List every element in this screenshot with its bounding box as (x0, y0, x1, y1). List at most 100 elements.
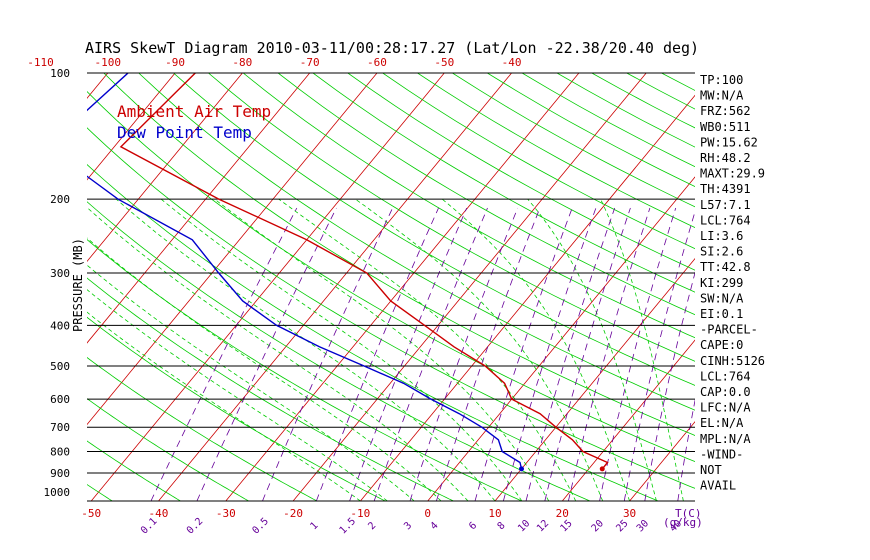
bottom-temperature-tick: -40 (149, 507, 169, 520)
dry-adiabat-line (138, 73, 695, 411)
mixing-ratio-label: 3 (402, 520, 414, 532)
stat-entry: MPL:N/A (700, 432, 751, 446)
dry-adiabat-line (103, 73, 695, 436)
mixing-unit-label: (g/kg) (663, 516, 703, 529)
dry-adiabat-line (312, 73, 695, 293)
mixing-ratio-line (315, 207, 439, 501)
top-temperature-tick: -110 (27, 56, 54, 69)
dry-adiabat-line (417, 73, 695, 229)
pressure-label: 900 (50, 467, 70, 480)
dry-adiabat-line (661, 73, 695, 91)
chart-title: AIRS SkewT Diagram 2010-03-11/00:28:17.2… (85, 39, 699, 57)
stat-entry: KI:299 (700, 276, 743, 290)
bottom-temperature-tick: 30 (623, 507, 636, 520)
stat-entry: LCL:764 (700, 213, 751, 227)
stat-entry: TT:42.8 (700, 260, 751, 274)
isotherm-line (87, 73, 109, 99)
pressure-label: 700 (50, 421, 70, 434)
stat-entry: SI:2.6 (700, 245, 743, 259)
stat-entry: RH:48.2 (700, 151, 751, 165)
dry-adiabat-line (87, 277, 454, 501)
pressure-label: 400 (50, 319, 70, 332)
top-temperature-tick: -100 (95, 56, 122, 69)
grid-layer (0, 73, 870, 501)
mixing-ratio-line (525, 207, 616, 501)
bottom-temperature-tick: 10 (488, 507, 501, 520)
isotherm-line (90, 73, 445, 501)
dry-adiabat-line (242, 73, 695, 339)
isotherm-line (158, 73, 512, 501)
mixing-ratio-line (196, 207, 337, 501)
mixing-ratio-label: 4 (429, 520, 441, 532)
mixing-ratio-line (644, 271, 695, 501)
isotherm-line (0, 73, 41, 501)
isotherm-line (87, 73, 243, 262)
mixing-ratio-line (150, 207, 298, 501)
mixing-ratio-label: 8 (496, 520, 508, 532)
air-temperature-endpoint (599, 466, 605, 472)
moist-adiabat-line (87, 206, 469, 501)
isotherm-line (292, 73, 647, 501)
bottom-temperature-ticks: -50 -40 -30 -20 -10 0 10 20 30 (81, 507, 636, 520)
stat-entry: SW:N/A (700, 291, 744, 305)
pressure-label: 800 (50, 446, 70, 459)
moist-adiabat-line (160, 198, 523, 501)
dry-adiabat-line (87, 127, 695, 489)
stat-entry: WB0:511 (700, 120, 751, 134)
stat-entry: CINH:5126 (700, 354, 765, 368)
moist-adiabat-line (214, 198, 550, 501)
dry-adiabat-line (0, 73, 44, 501)
moist-adiabat-line (87, 237, 442, 501)
mixing-ratio-label: 20 (590, 518, 606, 534)
dewpoint-endpoint (518, 466, 524, 472)
mixing-ratio-label: 25 (614, 518, 630, 534)
stat-entry: EI:0.1 (700, 307, 743, 321)
stat-entry: L57:7.1 (700, 198, 751, 212)
isotherm-line (764, 73, 870, 501)
stat-entry: -WIND- (700, 447, 743, 461)
pressure-label: 300 (50, 267, 70, 280)
dry-adiabat-line (277, 73, 695, 316)
mixing-ratio-label: 12 (535, 518, 551, 534)
air-temperature-line (119, 73, 609, 470)
mixing-ratio-label: 0.5 (250, 516, 271, 537)
stat-entry: LFC:N/A (700, 401, 751, 415)
y-axis-label: PRESSURE (MB) (71, 238, 85, 332)
mixing-ratio-line (677, 398, 695, 501)
stat-entry: CAP:0.0 (700, 385, 751, 399)
top-temperature-tick: -50 (434, 56, 454, 69)
mixing-ratio-line (623, 210, 695, 501)
pressure-label: 200 (50, 193, 70, 206)
moist-adiabat-line (355, 198, 604, 501)
dry-adiabat-line (87, 398, 249, 501)
moist-adiabat-line (527, 198, 657, 501)
legend-dew-temp: Dew Point Temp (117, 123, 252, 142)
stat-entry: EL:N/A (700, 416, 744, 430)
top-temperature-tick: -70 (300, 56, 320, 69)
dry-adiabat-line (347, 73, 695, 271)
legend-air-temp: Ambient Air Temp (117, 102, 271, 121)
moist-adiabat-line (600, 199, 684, 501)
dry-adiabat-line (87, 316, 386, 501)
frame-layer (87, 72, 695, 502)
top-temperature-ticks: -120-110-100-90-80-70-60-50-40 (27, 56, 521, 69)
mixing-ratio-line (436, 207, 541, 501)
stat-entry: CAPE:0 (700, 338, 743, 352)
mixing-ratio-label: 10 (516, 518, 532, 534)
mixing-ratio-label: 6 (467, 520, 479, 532)
moist-adiabat-line (87, 289, 388, 501)
stat-entry: NOT (700, 463, 722, 477)
mixing-ratio-line (373, 207, 488, 501)
top-temperature-tick: -80 (232, 56, 252, 69)
mixing-ratio-line (599, 207, 677, 501)
isobar-layer (87, 198, 695, 474)
stat-entry: TH:4391 (700, 182, 751, 196)
dry-adiabat-line (87, 440, 181, 501)
dry-adiabat-line (87, 239, 522, 501)
mixing-ratio-label: 30 (635, 518, 651, 534)
bottom-temperature-tick: 0 (424, 507, 431, 520)
x-unit-label: T(C) (675, 507, 702, 520)
pressure-label: 600 (50, 393, 70, 406)
isotherm-line (87, 73, 378, 426)
